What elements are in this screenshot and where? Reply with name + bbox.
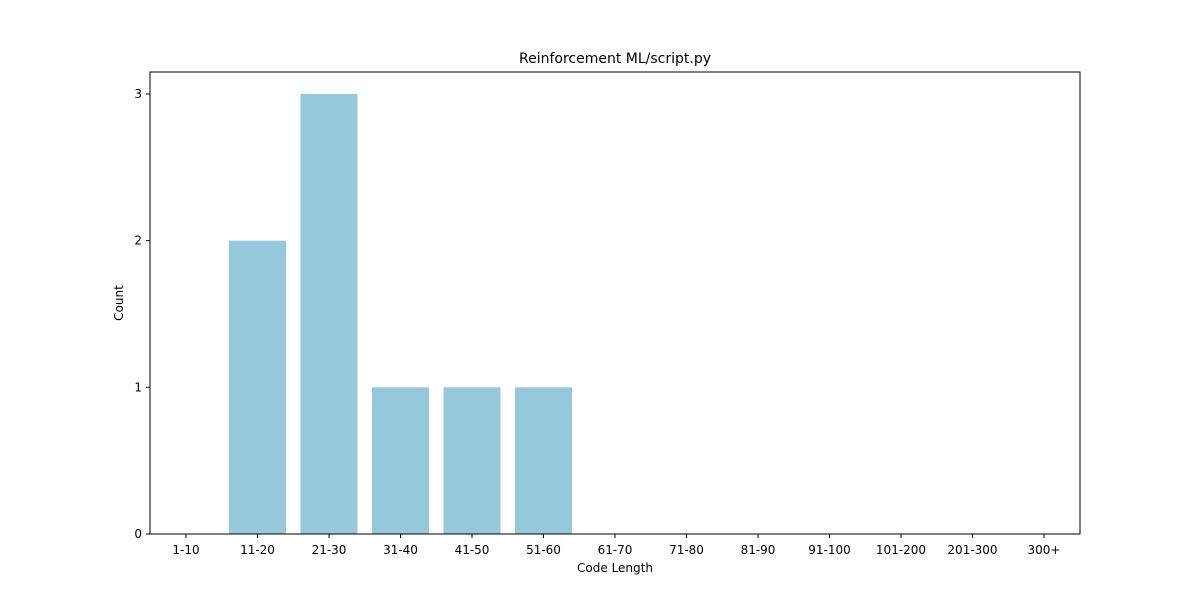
y-axis-ticks: 0 1 2 3 [134, 87, 150, 541]
plot-frame [149, 71, 1081, 535]
bar-21-30 [300, 94, 358, 534]
x-tick-label: 81-90 [741, 543, 776, 557]
y-tick-label: 3 [134, 87, 142, 101]
x-tick-label: 101-200 [876, 543, 926, 557]
bar-31-40 [372, 387, 429, 534]
x-tick-label: 1-10 [172, 543, 199, 557]
x-tick-label: 11-20 [240, 543, 275, 557]
y-axis-label: Count [112, 285, 126, 321]
bar-11-20 [229, 240, 286, 534]
bars-layer [229, 94, 572, 534]
x-tick-label: 61-70 [598, 543, 633, 557]
x-tick-label: 21-30 [312, 543, 347, 557]
bar-51-60 [515, 387, 572, 534]
x-axis-ticks: 1-10 11-20 21-30 31-40 41-50 51-60 61-70 71-80 8… [172, 534, 1060, 557]
x-tick-label: 91-100 [808, 543, 851, 557]
x-tick-label: 31-40 [383, 543, 418, 557]
bar-41-50 [443, 387, 501, 534]
chart-title: Reinforcement ML/script.py [519, 51, 711, 67]
x-axis-label: Code Length [577, 561, 653, 575]
x-tick-label: 51-60 [526, 543, 561, 557]
y-tick-label: 2 [134, 234, 142, 248]
x-tick-label: 201-300 [947, 543, 997, 557]
x-tick-label: 41-50 [455, 543, 490, 557]
x-tick-label: 300+ [1028, 543, 1061, 557]
y-tick-label: 0 [134, 527, 142, 541]
y-tick-label: 1 [134, 380, 142, 394]
x-tick-label: 71-80 [669, 543, 704, 557]
